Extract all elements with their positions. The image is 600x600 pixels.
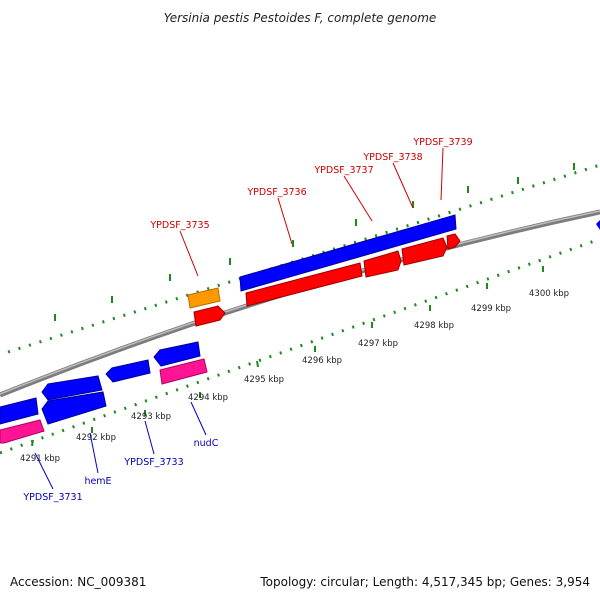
forward-gene-arrow	[401, 237, 448, 266]
reverse-leader-line	[190, 401, 207, 436]
kbp-label: 4297 kbp	[358, 339, 398, 349]
outer-tick-track	[7, 163, 600, 354]
reverse-gene-arrow-edge	[596, 220, 600, 230]
kbp-label: 4292 kbp	[76, 433, 116, 443]
major-tick	[256, 360, 259, 368]
kbp-label: 4295 kbp	[244, 375, 284, 385]
forward-leader-line	[343, 175, 373, 222]
kbp-label: 4300 kbp	[529, 289, 569, 299]
genome-summary-text: Topology: circular; Length: 4,517,345 bp…	[259, 575, 590, 589]
reverse-gene-arrow	[41, 391, 107, 425]
reverse-gene-arrow	[153, 341, 201, 367]
reverse-leader-line	[34, 452, 54, 490]
forward-leader-line	[392, 162, 414, 209]
forward-gene-arrow	[446, 233, 461, 250]
rna-feature	[187, 287, 221, 309]
kbp-label: 4298 kbp	[414, 321, 454, 331]
forward-gene-label: YPDSF_3736	[246, 187, 306, 198]
kbp-label: 4293 kbp	[131, 412, 171, 422]
reverse-gene-arrow	[105, 359, 151, 383]
kbp-label: 4291 kbp	[20, 454, 60, 464]
blue-feature-long	[239, 214, 457, 292]
reverse-leader-line	[144, 420, 155, 455]
forward-gene-labels: YPDSF_3735 YPDSF_3736 YPDSF_3737 YPDSF_3738…	[149, 137, 473, 277]
forward-strand-features	[187, 214, 461, 327]
forward-leader-line	[179, 230, 199, 277]
reverse-gene-arrow	[0, 397, 39, 425]
forward-gene-arrow	[193, 305, 226, 327]
forward-gene-arrow	[363, 250, 402, 278]
accession-text: Accession: NC_009381	[10, 575, 146, 589]
kbp-label: 4294 kbp	[188, 393, 228, 403]
forward-gene-label: YPDSF_3737	[313, 165, 373, 176]
kbp-scale: 4291 kbp 4292 kbp 4293 kbp 4294 kbp 4295 kbp…	[20, 163, 575, 464]
reverse-leader-line	[89, 432, 99, 474]
forward-leader-line	[440, 147, 444, 201]
reverse-strand-features	[0, 220, 600, 444]
map-title: Yersinia pestis Pestoides F, complete ge…	[164, 11, 437, 25]
kbp-label: 4299 kbp	[471, 304, 511, 314]
pink-feature	[159, 358, 208, 385]
reverse-gene-label: YPDSF_3731	[22, 492, 82, 503]
forward-gene-label: YPDSF_3738	[362, 152, 422, 163]
forward-gene-arrow	[245, 262, 363, 307]
forward-leader-line	[277, 197, 293, 245]
kbp-label: 4296 kbp	[302, 356, 342, 366]
reverse-gene-label: YPDSF_3733	[123, 457, 183, 468]
forward-gene-label: YPDSF_3739	[412, 137, 472, 148]
reverse-gene-label: hemE	[84, 476, 111, 487]
reverse-gene-label: nudC	[194, 438, 219, 449]
reverse-gene-arrow	[41, 375, 103, 401]
forward-gene-label: YPDSF_3735	[149, 220, 209, 231]
major-tick	[31, 439, 34, 447]
genome-backbone-highlight	[0, 210, 600, 395]
pink-feature	[0, 419, 45, 444]
